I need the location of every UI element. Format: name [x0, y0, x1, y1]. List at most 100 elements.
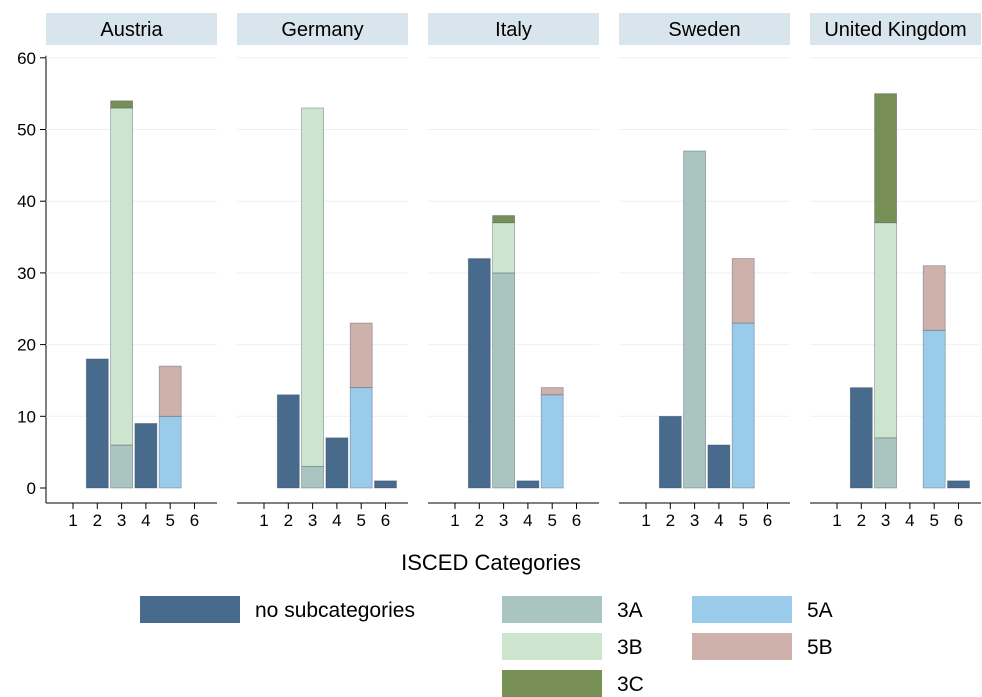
y-tick-label: 10: [17, 407, 36, 426]
legend-label: 3C: [617, 673, 644, 696]
x-tick-label: 6: [381, 511, 390, 530]
bar-segment: [849, 387, 873, 489]
bar-segment: [158, 365, 182, 417]
legend-item-3b: 3B: [502, 633, 643, 660]
legend-swatch: [502, 633, 602, 660]
bar-segment: [707, 444, 731, 489]
legend-swatch: [502, 670, 602, 697]
x-tick-label: 2: [857, 511, 866, 530]
x-tick-label: 2: [93, 511, 102, 530]
legend-swatch: [140, 596, 240, 623]
x-tick-label: 1: [68, 511, 77, 530]
bar-segment: [540, 387, 564, 396]
x-tick-label: 3: [308, 511, 317, 530]
x-tick-label: 5: [929, 511, 938, 530]
legend-swatch: [692, 633, 792, 660]
x-tick-label: 6: [190, 511, 199, 530]
bar-segment: [683, 150, 706, 489]
legend-item-5a: 5A: [692, 596, 833, 623]
x-tick-label: 6: [572, 511, 581, 530]
bar-segment: [658, 415, 682, 489]
bar-segment: [492, 222, 516, 274]
bar-segment: [110, 100, 133, 109]
bar-segment: [301, 107, 325, 467]
panel-title: Sweden: [668, 19, 740, 41]
panel-united-kingdom: United Kingdom 1 2 3 4 5 6: [810, 13, 981, 530]
x-tick-label: 6: [954, 511, 963, 530]
bar-segment: [85, 358, 109, 489]
x-tick-label: 2: [475, 511, 484, 530]
bar-segment: [516, 480, 540, 489]
y-tick-label: 30: [17, 264, 36, 283]
x-tick-label: 4: [523, 511, 532, 530]
legend-label: 3B: [617, 636, 643, 659]
legend-item-3a: 3A: [502, 596, 643, 623]
x-tick-label: 1: [832, 511, 841, 530]
bar-segment: [874, 93, 897, 224]
x-tick-label: 2: [666, 511, 675, 530]
bar-segment: [349, 387, 373, 489]
bar-segment: [874, 437, 897, 489]
panel-germany: Germany 1 2 3 4 5 6: [237, 13, 408, 530]
x-tick-label: 5: [356, 511, 365, 530]
panel-title: United Kingdom: [824, 19, 966, 41]
panel-strip: [810, 13, 981, 45]
panel-title: Austria: [100, 19, 163, 41]
bar-segment: [110, 107, 133, 446]
panel-italy: Italy 1 2 3 4 5 6: [428, 13, 599, 530]
x-tick-label: 5: [165, 511, 174, 530]
bar-segment: [731, 258, 755, 324]
x-tick-label: 2: [284, 511, 293, 530]
y-tick-label: 60: [17, 49, 36, 68]
y-tick-label: 40: [17, 192, 36, 211]
bar-segment: [276, 394, 300, 489]
bar-segment: [158, 415, 182, 489]
x-tick-label: 4: [905, 511, 914, 530]
bar-segment: [492, 215, 516, 224]
x-axis-title: ISCED Categories: [401, 550, 581, 575]
bar-segment: [947, 480, 970, 489]
bar-segment: [922, 329, 946, 489]
x-tick-label: 1: [259, 511, 268, 530]
legend-item-none: no subcategories: [140, 596, 415, 623]
x-tick-label: 3: [690, 511, 699, 530]
bar-segment: [110, 444, 133, 489]
bar-segment: [540, 394, 564, 489]
legend-item-5b: 5B: [692, 633, 833, 660]
x-tick-label: 1: [641, 511, 650, 530]
y-tick-label: 20: [17, 336, 36, 355]
bar-segment: [731, 322, 755, 489]
x-tick-label: 4: [141, 511, 150, 530]
bar-segment: [492, 272, 516, 489]
legend-label: 5A: [807, 599, 833, 622]
panel-strip: [46, 13, 217, 45]
panel-title: Italy: [495, 19, 532, 41]
x-tick-label: 5: [547, 511, 556, 530]
x-tick-label: 1: [450, 511, 459, 530]
bar-segment: [467, 258, 491, 489]
x-tick-label: 6: [763, 511, 772, 530]
legend-swatch: [692, 596, 792, 623]
panel-strip: [237, 13, 408, 45]
legend-swatch: [502, 596, 602, 623]
panel-title: Germany: [281, 19, 363, 41]
x-tick-label: 3: [117, 511, 126, 530]
x-tick-label: 5: [738, 511, 747, 530]
x-tick-label: 3: [499, 511, 508, 530]
x-tick-label: 3: [881, 511, 890, 530]
panel-sweden: Sweden 1 2 3 4 5 6: [619, 13, 790, 530]
legend-item-3c: 3C: [502, 670, 644, 697]
legend-label: 3A: [617, 599, 643, 622]
bar-segment: [134, 423, 158, 489]
bar-segment: [874, 222, 897, 439]
legend-label: 5B: [807, 636, 833, 659]
panel-strip: [428, 13, 599, 45]
x-tick-label: 4: [714, 511, 723, 530]
x-tick-label: 4: [332, 511, 341, 530]
panel-strip: [619, 13, 790, 45]
panel-austria: Austria 1 2 3 4 5 6: [46, 13, 217, 530]
bar-segment: [349, 322, 373, 389]
bar-segment: [922, 265, 946, 331]
bar-segment: [301, 466, 325, 489]
